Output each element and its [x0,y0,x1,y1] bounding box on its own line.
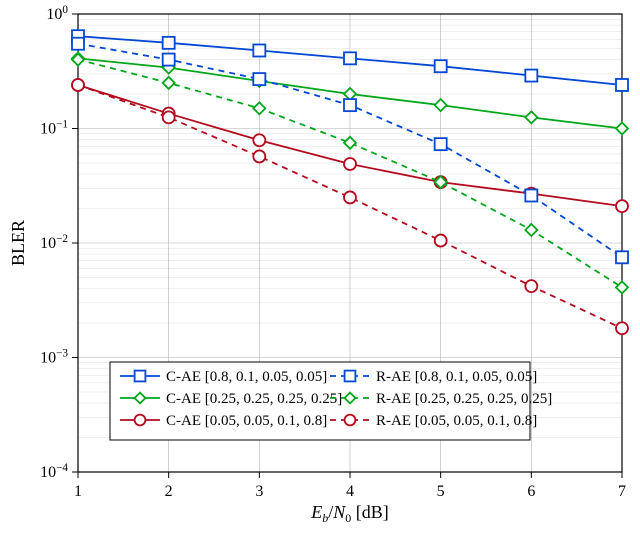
y-tick-label: 10−1 [40,119,68,138]
x-tick-label: 3 [255,483,263,500]
x-axis-label: Eb/N0 [dB] [310,502,389,525]
x-tick-label: 1 [74,483,82,500]
x-tick-label: 4 [346,483,354,500]
x-tick-label: 5 [437,483,445,500]
legend-label: R-AE [0.8, 0.1, 0.05, 0.05] [376,369,537,385]
y-tick-label: 100 [46,4,68,23]
legend-label: R-AE [0.25, 0.25, 0.25, 0.25] [376,391,552,407]
y-tick-label: 10−2 [40,233,68,252]
x-tick-label: 7 [618,483,626,500]
legend: C-AE [0.8, 0.1, 0.05, 0.05] R-AE [0.8, 0.… [110,362,552,440]
legend-label: C-AE [0.8, 0.1, 0.05, 0.05] [166,369,327,385]
x-tick-label: 2 [165,483,173,500]
legend-label: C-AE [0.05, 0.05, 0.1, 0.8] [166,413,327,429]
x-tick-label: 6 [527,483,535,500]
legend-label: C-AE [0.25, 0.25, 0.25, 0.25] [166,391,342,407]
y-axis-label: BLER [8,220,28,266]
y-tick-label: 10−3 [40,348,68,367]
bler-chart: 1 2 3 4 5 6 7 10−4 10−3 10−2 10−1 100 Eb/N0 [dB] BLER… [0,0,640,534]
y-tick-label: 10−4 [40,462,68,481]
legend-label: R-AE [0.05, 0.05, 0.1, 0.8] [376,413,537,429]
